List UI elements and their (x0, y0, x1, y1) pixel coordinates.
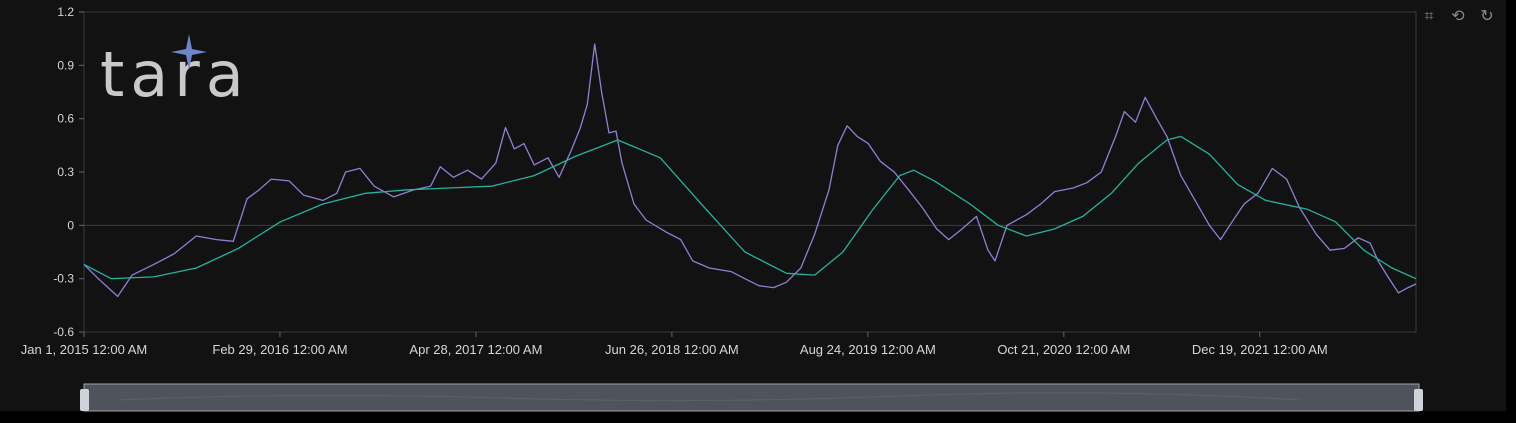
y-tick-label: -0.3 (53, 272, 74, 286)
x-tick-label: Aug 24, 2019 12:00 AM (800, 342, 936, 357)
axes (79, 11, 1417, 337)
y-tick-label: 0.3 (57, 165, 74, 179)
y-tick-label: 1.2 (57, 5, 74, 19)
logo-text: tara (100, 38, 250, 111)
tara-logo: tara (100, 34, 250, 111)
y-tick-label: -0.6 (53, 325, 74, 339)
x-tick-label: Apr 28, 2017 12:00 AM (409, 342, 542, 357)
chart-panel (0, 0, 1506, 411)
y-tick-label: 0.6 (57, 112, 74, 126)
series-line-smoothed (83, 135, 1417, 280)
data-zoom-slider[interactable] (80, 383, 1423, 412)
series-line-oscillator (83, 43, 1417, 298)
x-tick-label: Dec 19, 2021 12:00 AM (1192, 342, 1328, 357)
x-tick-label: Jun 26, 2018 12:00 AM (605, 342, 739, 357)
zoom-icon[interactable]: ⌗ (1424, 8, 1434, 25)
data-zoom-track[interactable] (83, 383, 1420, 412)
plot-frame (83, 11, 1417, 333)
restore-icon[interactable]: ↻ (1480, 8, 1494, 25)
y-axis-labels: 1.2 0.9 0.6 0.3 0 -0.3 -0.6 (53, 5, 74, 339)
x-tick-label: Oct 21, 2020 12:00 AM (997, 342, 1130, 357)
data-zoom-preview (119, 392, 1301, 402)
data-zoom-handle-left[interactable] (80, 389, 89, 411)
logo-star-icon (171, 34, 207, 70)
x-axis-labels: Jan 1, 2015 12:00 AM Feb 29, 2016 12:00 A… (21, 342, 1328, 357)
zoom-reset-icon[interactable]: ⟲ (1451, 8, 1465, 25)
data-zoom-handle-right[interactable] (1414, 389, 1423, 411)
x-tick-label: Jan 1, 2015 12:00 AM (21, 342, 147, 357)
y-tick-label: 0 (67, 218, 74, 232)
y-tick-label: 0.9 (57, 58, 74, 72)
series-layer (83, 43, 1417, 298)
x-tick-label: Feb 29, 2016 12:00 AM (212, 342, 347, 357)
